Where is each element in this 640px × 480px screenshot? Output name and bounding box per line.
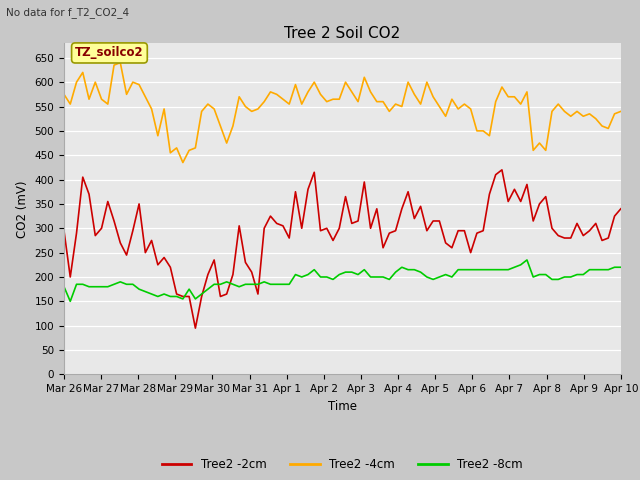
Text: No data for f_T2_CO2_4: No data for f_T2_CO2_4 xyxy=(6,7,129,18)
Title: Tree 2 Soil CO2: Tree 2 Soil CO2 xyxy=(284,25,401,41)
Text: TZ_soilco2: TZ_soilco2 xyxy=(75,47,144,60)
X-axis label: Time: Time xyxy=(328,400,357,413)
Y-axis label: CO2 (mV): CO2 (mV) xyxy=(16,180,29,238)
Legend: Tree2 -2cm, Tree2 -4cm, Tree2 -8cm: Tree2 -2cm, Tree2 -4cm, Tree2 -8cm xyxy=(157,453,528,476)
